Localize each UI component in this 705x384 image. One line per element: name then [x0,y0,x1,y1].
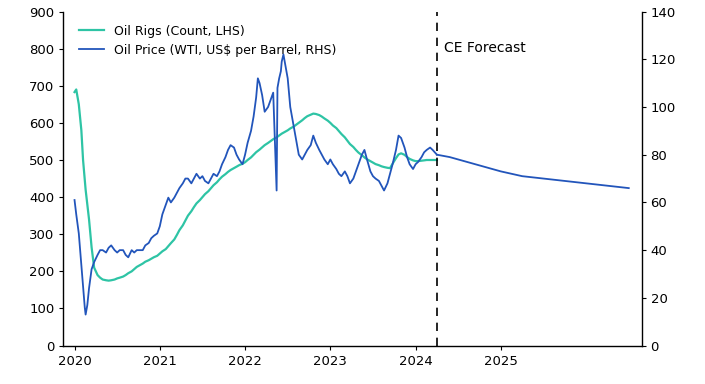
Oil Price (WTI, US$ per Barrel, RHS) [411,162,419,167]
Oil Rigs (Count, LHS) [70,90,79,94]
Oil Rigs (Count, LHS) [433,158,441,162]
Oil Price (WTI, US$ per Barrel, RHS) [264,105,272,109]
Line: Oil Price (WTI, US$ per Barrel, RHS): Oil Price (WTI, US$ per Barrel, RHS) [75,55,437,314]
Oil Price (WTI, US$ per Barrel, RHS) [386,172,394,176]
Oil Price (WTI, US$ per Barrel, RHS) [153,231,161,236]
Oil Rigs (Count, LHS) [360,155,369,160]
Oil Rigs (Count, LHS) [87,245,96,250]
Oil Price (WTI, US$ per Barrel, RHS) [279,52,288,57]
Oil Price (WTI, US$ per Barrel, RHS) [275,76,283,81]
Oil Rigs (Count, LHS) [173,233,181,237]
Oil Rigs (Count, LHS) [72,87,80,92]
Legend: Oil Rigs (Count, LHS), Oil Price (WTI, US$ per Barrel, RHS): Oil Rigs (Count, LHS), Oil Price (WTI, U… [75,21,341,61]
Oil Rigs (Count, LHS) [290,124,298,129]
Oil Price (WTI, US$ per Barrel, RHS) [81,312,90,317]
Oil Rigs (Count, LHS) [104,278,113,283]
Oil Price (WTI, US$ per Barrel, RHS) [70,198,79,202]
Oil Rigs (Count, LHS) [264,141,272,145]
Oil Rigs (Count, LHS) [392,156,400,161]
Text: CE Forecast: CE Forecast [443,41,525,55]
Oil Price (WTI, US$ per Barrel, RHS) [433,152,441,157]
Line: Oil Rigs (Count, LHS): Oil Rigs (Count, LHS) [75,89,437,281]
Oil Price (WTI, US$ per Barrel, RHS) [329,162,337,167]
